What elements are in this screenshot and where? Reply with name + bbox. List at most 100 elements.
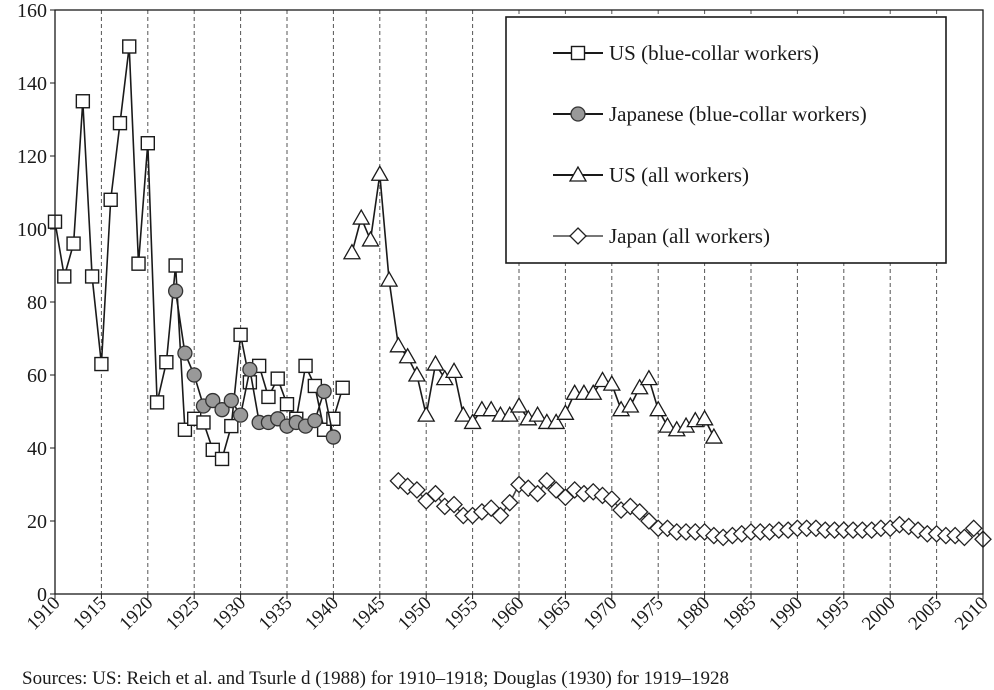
data-point [408, 481, 426, 499]
legend-marker [570, 106, 586, 122]
data-point [242, 361, 258, 378]
data-point [602, 374, 621, 391]
legend-marker [569, 227, 587, 245]
data-point [444, 362, 464, 379]
data-point [177, 422, 193, 437]
data-point [602, 490, 621, 509]
data-point [307, 412, 323, 429]
data-point [528, 405, 547, 422]
data-point [426, 484, 445, 503]
x-tick-label: 1960 [487, 593, 529, 635]
series-2 [342, 164, 724, 444]
data-point [232, 407, 249, 423]
data-point [593, 371, 612, 388]
x-tick-label: 2010 [951, 593, 993, 635]
y-tick-label: 20 [27, 511, 47, 533]
data-point [140, 136, 156, 151]
legend-marker [568, 165, 588, 182]
data-point [149, 395, 165, 410]
data-point [298, 358, 313, 374]
data-point [528, 484, 547, 503]
legend-label: US (blue-collar workers) [609, 41, 819, 65]
y-tick-label: 120 [17, 146, 47, 168]
data-point [445, 495, 463, 514]
series-3 [389, 471, 992, 549]
data-point [168, 258, 183, 273]
series-layer [47, 39, 992, 549]
data-point [630, 502, 649, 521]
data-point [639, 369, 659, 386]
x-tick-label: 1975 [626, 593, 668, 635]
data-point [398, 347, 417, 364]
data-point [417, 405, 436, 422]
x-tick-label: 2005 [904, 593, 946, 635]
x-tick-label: 1915 [69, 593, 111, 635]
series-1 [167, 283, 342, 445]
y-tick-label: 40 [27, 438, 47, 460]
x-tick-label: 1980 [672, 593, 714, 635]
data-point [352, 208, 371, 225]
data-point [500, 493, 519, 512]
data-point [159, 355, 174, 370]
data-point [370, 164, 389, 181]
data-point [584, 383, 603, 400]
y-tick-label: 140 [17, 73, 47, 95]
data-point [196, 415, 211, 430]
source-note: Sources: US: Reich et al. and Tsurle d (… [22, 668, 730, 689]
data-point [955, 528, 974, 547]
x-tick-label: 1995 [812, 593, 854, 635]
data-point [658, 416, 677, 433]
data-point [103, 192, 118, 208]
x-tick-label: 1930 [208, 593, 250, 635]
y-tick-label: 160 [17, 0, 47, 22]
data-point [389, 336, 408, 353]
data-point [214, 402, 230, 418]
data-point [316, 383, 332, 400]
x-tick-label: 1965 [533, 593, 575, 635]
y-tick-label: 100 [17, 219, 47, 241]
data-point [261, 389, 276, 405]
x-tick-label: 1940 [301, 593, 343, 635]
data-point [407, 365, 427, 382]
data-point [964, 519, 983, 538]
data-point [131, 256, 146, 271]
data-point [279, 397, 295, 412]
y-tick-label: 0 [37, 584, 47, 606]
data-point [122, 39, 137, 54]
data-point [630, 378, 649, 395]
data-point [537, 471, 556, 490]
data-point [621, 497, 640, 516]
data-point [482, 400, 501, 417]
data-point [233, 327, 248, 343]
data-point [454, 405, 473, 422]
data-point [242, 375, 258, 390]
data-point [167, 283, 184, 299]
x-tick-label: 1970 [580, 593, 622, 635]
legend-label: US (all workers) [609, 163, 749, 187]
x-tick-label: 1925 [162, 593, 204, 635]
data-point [335, 380, 350, 395]
data-point [463, 413, 482, 430]
data-point [361, 230, 380, 247]
data-point [177, 345, 193, 361]
data-point [325, 429, 342, 445]
data-point [509, 396, 529, 413]
legend-label: Japanese (blue-collar workers) [609, 102, 867, 126]
data-point [214, 451, 230, 467]
data-point [379, 270, 399, 287]
data-point [704, 427, 724, 444]
x-tick-label: 1955 [440, 593, 482, 635]
x-tick-label: 1990 [765, 593, 807, 635]
x-tick-label: 1910 [23, 593, 65, 635]
data-point [695, 409, 714, 426]
legend-label: Japan (all workers) [609, 224, 770, 248]
x-tick-label: 1985 [719, 593, 761, 635]
data-point [57, 269, 72, 284]
legend: US (blue-collar workers) Japanese (blue-c… [505, 16, 947, 264]
data-point [546, 413, 566, 430]
legend-marker [570, 45, 586, 61]
x-tick-label: 2000 [858, 593, 900, 635]
x-tick-label: 1945 [348, 593, 390, 635]
data-point [500, 405, 519, 422]
